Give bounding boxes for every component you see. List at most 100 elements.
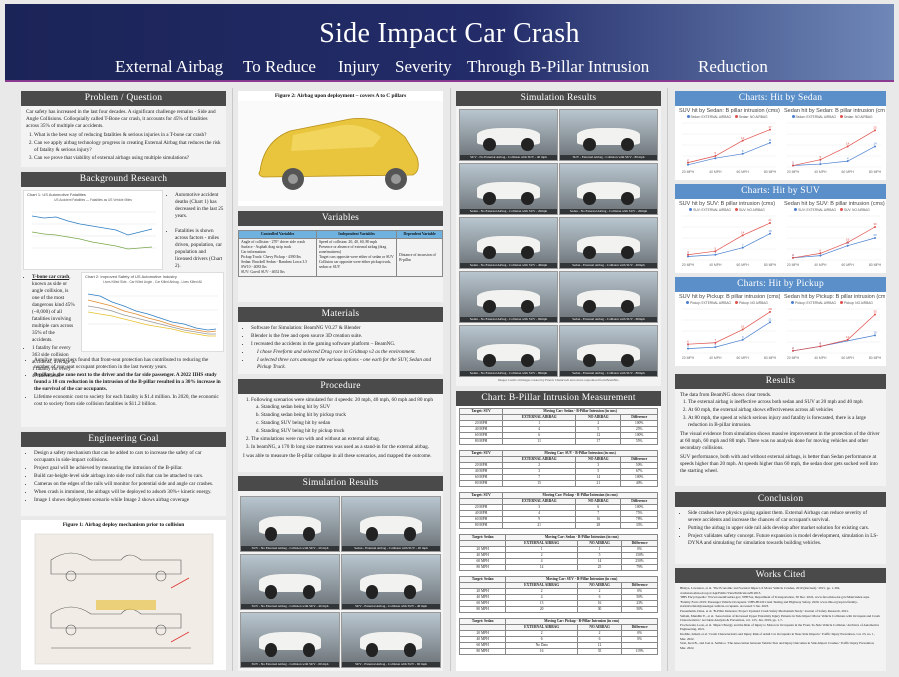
legend-label: Sedan: EXTERNAL AIRBAG xyxy=(690,115,731,119)
sim-image: SUV - External Airbag - Collision with S… xyxy=(341,554,441,610)
x-tick-label: 40 MPH xyxy=(814,263,827,267)
legend-label: SUV: NO AIRBAG xyxy=(843,208,870,212)
independent-variables: Speed of collision: 20, 40, 60, 80 mph P… xyxy=(315,238,398,277)
reference: Passenheim, Dana, et al. 'B-Pillar Intru… xyxy=(680,608,849,613)
line-chart: SUV hit by Pickup: B pillar intrusion (c… xyxy=(676,293,780,365)
legend-swatch xyxy=(791,301,795,304)
legend-swatch xyxy=(839,301,843,304)
x-tick-label: 20 MPH xyxy=(787,263,800,267)
data-point xyxy=(819,158,822,161)
x-tick-label: 80 MPH xyxy=(869,170,882,174)
section-heading: Simulation Results xyxy=(238,476,443,491)
data-point xyxy=(687,253,689,256)
data-label: 7 xyxy=(714,338,716,342)
section-heading: Simulation Results xyxy=(456,91,661,106)
section-heading: Engineering Goal xyxy=(21,432,226,447)
problem-question: Can we apply airbag technology progress … xyxy=(34,140,221,154)
procedure-body: Following scenarios were simulated for 4… xyxy=(238,394,443,463)
subtitle-part: Through B-Pillar Intrusion xyxy=(467,57,650,76)
fatalities-lines xyxy=(31,211,156,250)
safety-chart: Chart 2: Improved Safety of US Automotiv… xyxy=(81,272,224,352)
variable-item: Angle of collision - 270° driver side cr… xyxy=(241,240,305,244)
table-cell: 80 MPH xyxy=(458,438,504,445)
data-point xyxy=(792,164,794,167)
data-label: 16 xyxy=(741,325,745,329)
table-row: 80 MPH 20 30 50% xyxy=(458,606,658,613)
x-tick-label: 60 MPH xyxy=(737,263,750,267)
series-line xyxy=(792,226,876,259)
variable-item: Distance of incursion of B-pillar xyxy=(399,252,436,262)
data-point xyxy=(819,254,822,257)
sim-image: Sedan - No External Airbag - Collision w… xyxy=(459,271,558,323)
conclusion-item: Side crashes have physics going against … xyxy=(688,510,881,524)
section-heading: Problem / Question xyxy=(21,91,226,106)
results-item: The external airbag is ineffective acros… xyxy=(688,399,881,406)
data-point xyxy=(846,244,849,247)
table-row: 80 MPH 14 25 79% xyxy=(458,564,658,571)
series-line xyxy=(687,233,771,257)
legend-swatch xyxy=(689,208,693,211)
x-tick-label: 40 MPH xyxy=(709,170,722,174)
subtitle-part: Injury xyxy=(338,57,380,76)
variable-item: Car information: xyxy=(241,250,267,254)
data-point xyxy=(769,232,771,235)
data-point xyxy=(769,321,771,324)
sim-image: SUV - No External Airbag - Collision wit… xyxy=(240,554,340,610)
table-cell: 35 xyxy=(576,648,623,655)
data-point xyxy=(687,347,689,350)
procedure-sub: Standing sedan being hit by pickup truck xyxy=(261,412,438,419)
variables-section: Variables Controlled Variables Independe… xyxy=(238,211,443,302)
procedure-sub: Standing SUV being hit by sedan xyxy=(261,420,438,427)
data-label: 15 xyxy=(768,229,772,233)
intrusion-table: Target: SUV Moving Car: Sedan - B-Pillar … xyxy=(458,408,658,445)
data-point xyxy=(819,252,822,255)
legend-label: Pickup: NO AIRBAG xyxy=(843,301,873,305)
table-cell: 28 xyxy=(575,522,622,529)
reference: Prochowski, Leon, et al. 'Impact Energy … xyxy=(680,622,880,632)
data-label: 6 xyxy=(819,342,821,346)
data-label: 35 xyxy=(873,310,877,314)
data-point xyxy=(874,313,876,316)
goal-item: Design a safety mechanism that can be ad… xyxy=(34,450,221,464)
data-point xyxy=(687,343,689,346)
chart-legend: Pickup: EXTERNAL AIRBAG Pickup: NO AIRBAG xyxy=(676,301,780,305)
data-point xyxy=(741,338,744,341)
legend-label: SUV: EXTERNAL AIRBAG xyxy=(798,208,836,212)
chart-legend: Lives Killed Side - Car Killed Angle - C… xyxy=(103,280,202,284)
procedure-intro: Following scenarios were simulated for 4… xyxy=(251,397,433,403)
procedure-sub: Standing sedan being hit by SUV xyxy=(261,404,438,411)
table-cell: 55% xyxy=(620,438,658,445)
sim-image-label: Sedan - External Airbag - Collision with… xyxy=(560,263,657,268)
table-cell: 21 xyxy=(502,522,577,529)
subtitle-part: External Airbag xyxy=(115,57,224,76)
chart-legend: Sedan: EXTERNAL AIRBAG Sedan: NO AIRBAG xyxy=(676,115,780,119)
x-tick-label: 20 MPH xyxy=(787,170,800,174)
procedure-step: The simulations were run with and withou… xyxy=(251,436,438,443)
data-label: 12 xyxy=(741,136,745,140)
problem-body: Car safety has increased in the last fou… xyxy=(21,106,226,166)
sim-image-label: SUV - No External Airbag - Collision wit… xyxy=(241,662,339,667)
variables-header: Independent Variables xyxy=(315,230,398,239)
results-item: At 80 mph, the speed at which serious in… xyxy=(688,415,881,429)
data-point xyxy=(714,155,717,157)
deploy-sketch xyxy=(34,533,214,665)
data-point xyxy=(741,234,744,237)
table-row: 80 MPH 21 28 33% xyxy=(458,522,658,529)
data-point xyxy=(714,157,717,160)
works-cited-section: Works Cited Bhaiya, Lawrence, et al. 'Th… xyxy=(675,568,886,671)
data-point xyxy=(769,222,771,225)
data-point xyxy=(741,246,744,249)
airbag-render xyxy=(238,101,443,201)
table-row: 80 MPH 16 35 119% xyxy=(458,648,658,655)
table-cell: 50% xyxy=(621,606,658,613)
data-point xyxy=(874,334,876,337)
controlled-variables: Angle of collision - 270° driver side cr… xyxy=(238,238,317,277)
data-label: 12 xyxy=(846,335,850,339)
conclusion-body: Side crashes have physics going against … xyxy=(675,507,886,551)
data-point xyxy=(687,161,689,164)
section-heading: Materials xyxy=(238,307,443,322)
x-tick-label: 80 MPH xyxy=(869,263,882,267)
x-tick-label: 60 MPH xyxy=(842,356,855,360)
chart-legend: Pickup: EXTERNAL AIRBAG Pickup: NO AIRBAG xyxy=(781,301,885,305)
